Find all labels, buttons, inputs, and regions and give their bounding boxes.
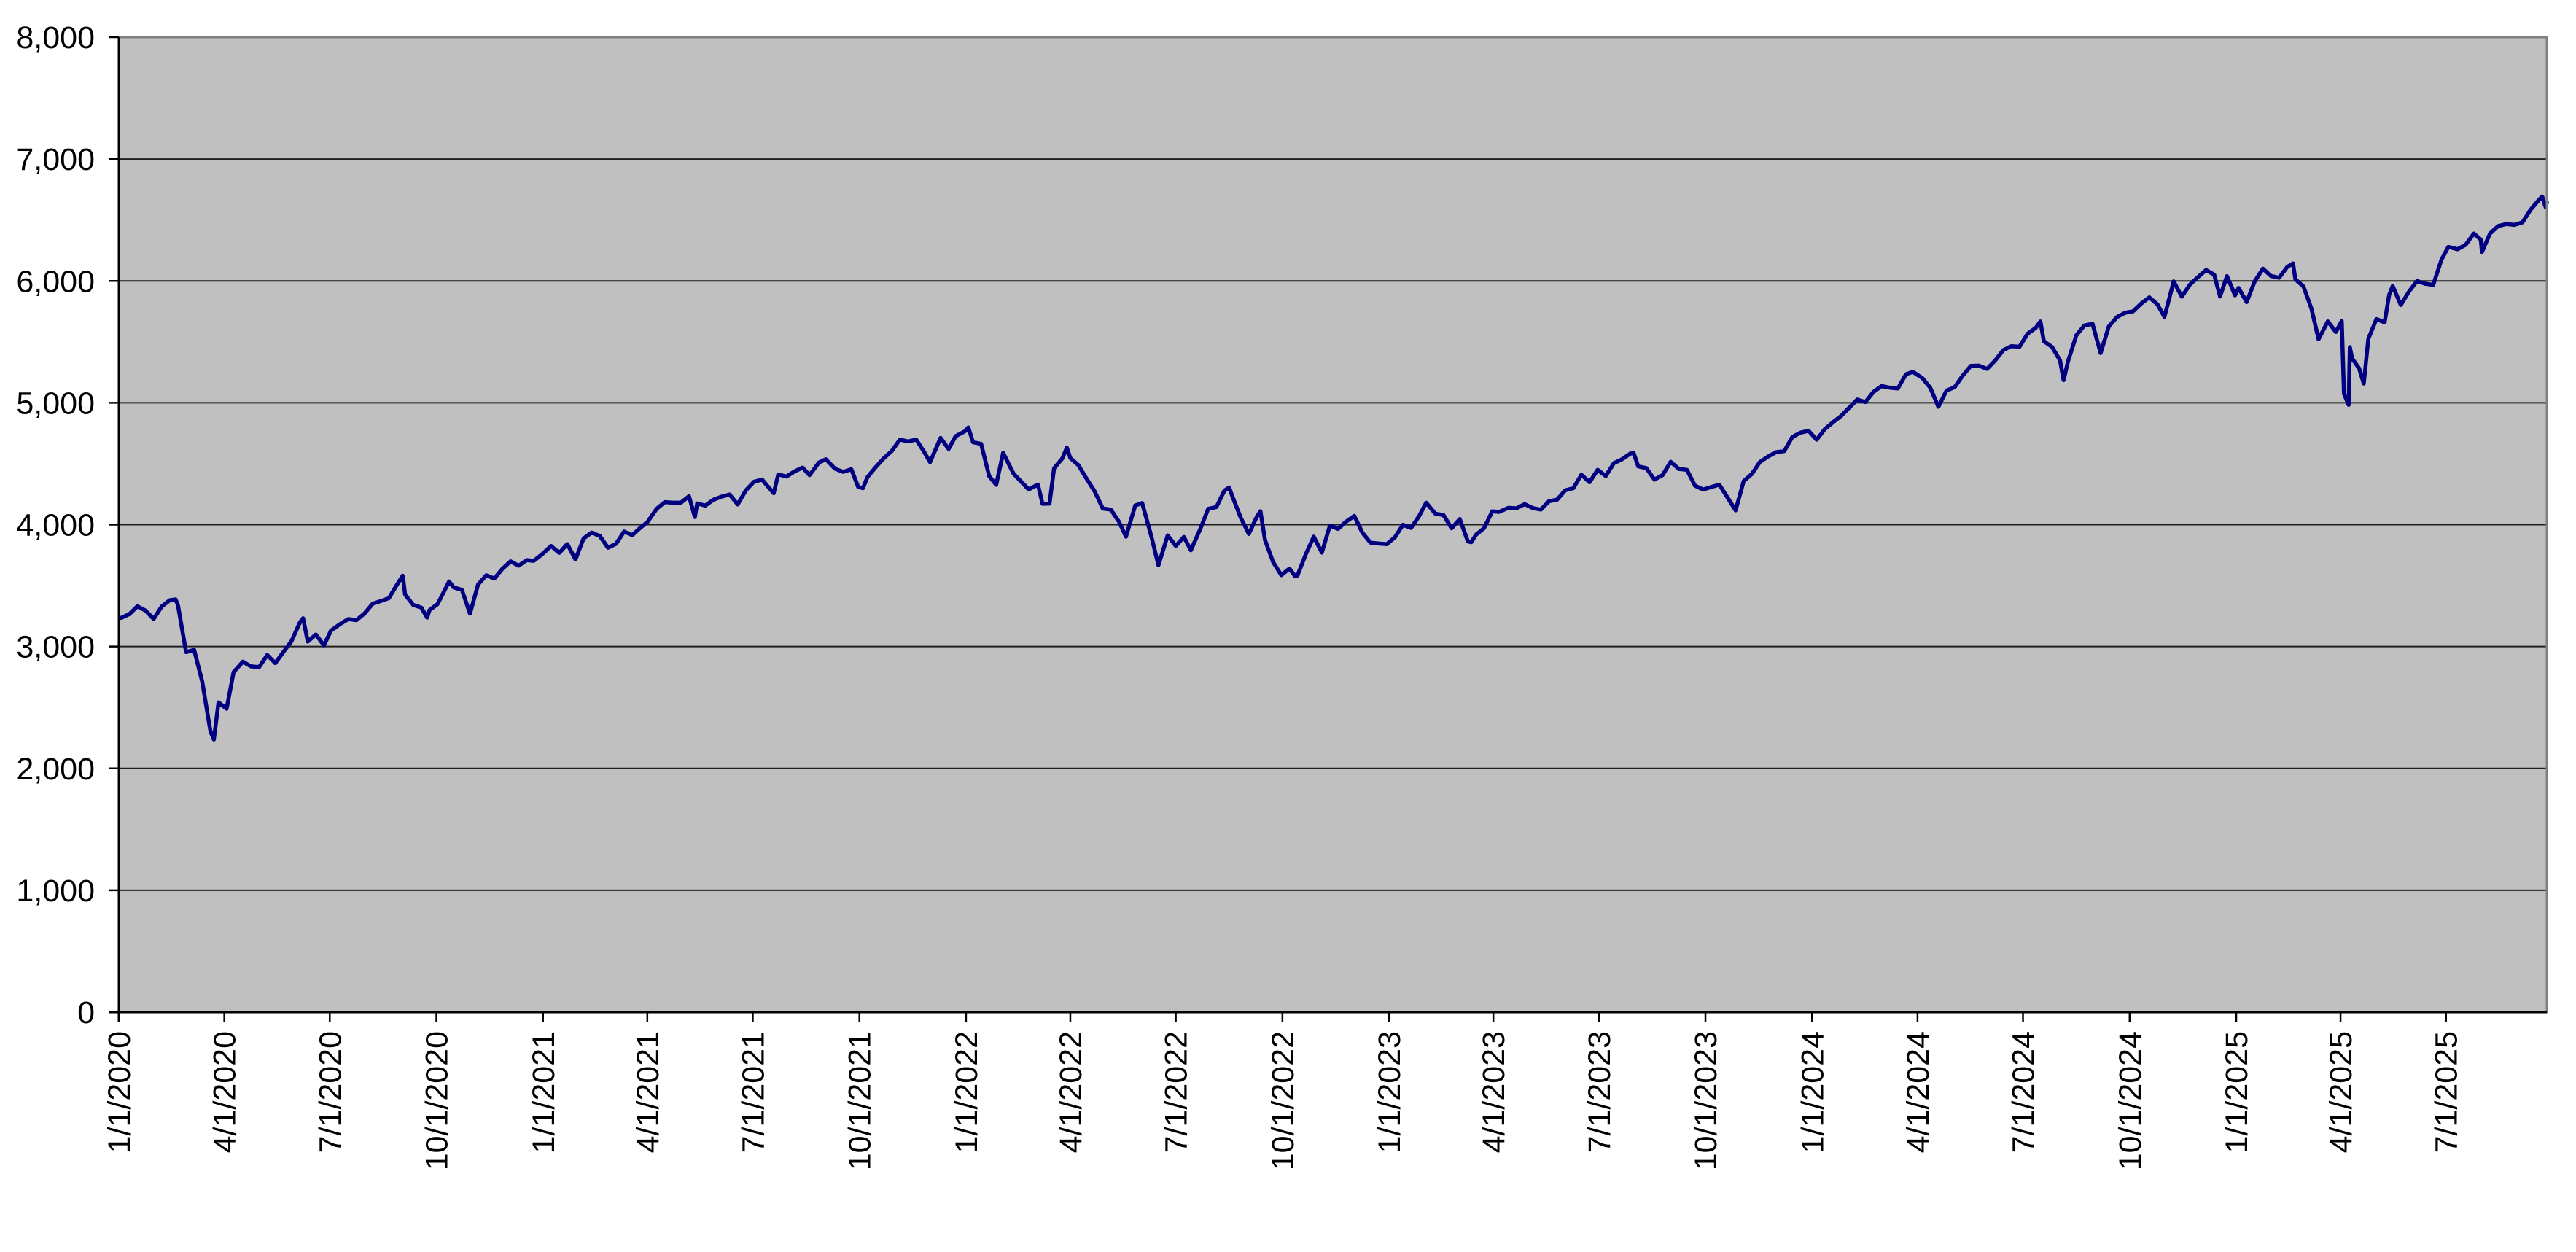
y-axis-tick-label: 1,000 [16,874,95,909]
x-axis-tick-label: 4/1/2021 [631,1031,666,1153]
price-line-series [119,194,2549,742]
x-axis-tick-label: 10/1/2022 [1266,1031,1301,1170]
x-axis-tick-label: 1/1/2024 [1795,1031,1830,1153]
x-axis-tick-label: 4/1/2023 [1476,1031,1511,1153]
x-axis-tick-label: 7/1/2023 [1582,1031,1617,1153]
x-axis-tick-label: 4/1/2025 [2324,1031,2359,1153]
x-axis-tick-label: 7/1/2022 [1159,1031,1194,1153]
x-axis-tick-label: 7/1/2021 [736,1031,771,1153]
y-axis-tick-label: 5,000 [16,386,95,421]
x-axis-tick-label: 4/1/2020 [208,1031,243,1153]
x-axis-tick-label: 10/1/2021 [843,1031,878,1170]
y-axis-tick-label: 2,000 [16,752,95,787]
y-axis-tick-label: 4,000 [16,508,95,543]
x-axis-tick-label: 4/1/2022 [1054,1031,1089,1153]
x-axis-tick-label: 1/1/2021 [526,1031,561,1153]
x-axis-tick-label: 10/1/2020 [420,1031,455,1170]
y-axis-tick-label: 6,000 [16,264,95,299]
x-axis-tick-label: 4/1/2024 [1901,1031,1936,1153]
x-axis-tick-label: 10/1/2023 [1689,1031,1724,1170]
y-axis-tick-label: 0 [77,995,95,1030]
x-axis-tick-label: 7/1/2025 [2429,1031,2464,1153]
x-axis-tick-label: 1/1/2020 [102,1031,137,1153]
x-axis-tick-label: 1/1/2023 [1372,1031,1407,1153]
x-axis-tick-label: 7/1/2020 [313,1031,348,1153]
x-axis-tick-label: 7/1/2024 [2007,1031,2042,1153]
y-axis-tick-label: 8,000 [16,20,95,55]
x-axis-tick-label: 10/1/2024 [2113,1031,2148,1170]
x-axis-tick-label: 1/1/2022 [949,1031,984,1153]
y-axis-tick-label: 3,000 [16,630,95,665]
y-axis-tick-label: 7,000 [16,142,95,177]
x-axis-tick-label: 1/1/2025 [2219,1031,2254,1153]
